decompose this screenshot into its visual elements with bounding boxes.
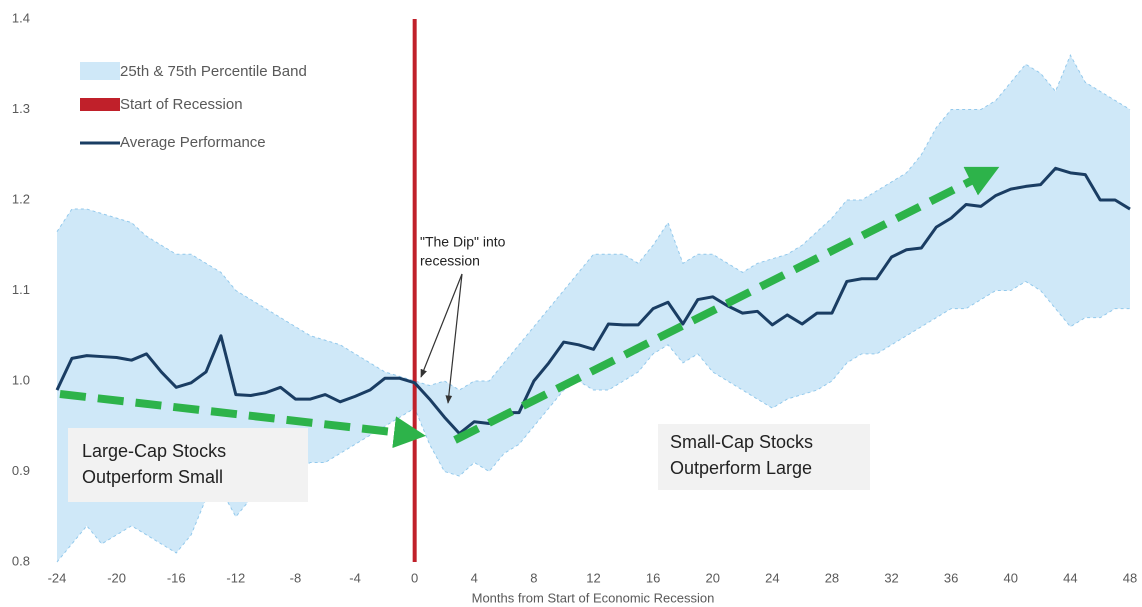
x-tick-label: 36 bbox=[944, 570, 958, 585]
x-tick-label: 44 bbox=[1063, 570, 1077, 585]
x-tick-label: 12 bbox=[586, 570, 600, 585]
y-tick-label: 0.9 bbox=[12, 463, 30, 478]
y-tick-label: 1.4 bbox=[12, 10, 30, 25]
legend-swatch bbox=[80, 98, 120, 111]
x-tick-label: -20 bbox=[107, 570, 126, 585]
legend: 25th & 75th Percentile Band Start of Rec… bbox=[80, 62, 307, 151]
x-tick-label: 24 bbox=[765, 570, 779, 585]
x-tick-label: -16 bbox=[167, 570, 186, 585]
annotation-text: Small-Cap Stocks bbox=[670, 432, 813, 452]
legend-label: Start of Recession bbox=[120, 96, 243, 113]
x-tick-label: 16 bbox=[646, 570, 660, 585]
x-tick-label: 8 bbox=[530, 570, 537, 585]
annotation-text: Outperform Small bbox=[82, 467, 223, 487]
band-edge bbox=[56, 54, 1131, 391]
x-tick-label: -12 bbox=[226, 570, 245, 585]
x-tick-label: 48 bbox=[1123, 570, 1137, 585]
trend-arrow bbox=[453, 166, 1000, 444]
annotation-arrow bbox=[445, 273, 463, 404]
x-tick-label: 40 bbox=[1004, 570, 1018, 585]
legend-swatch bbox=[80, 62, 120, 80]
annotation-text: Outperform Large bbox=[670, 458, 812, 478]
trend-arrow bbox=[59, 390, 426, 449]
band-edge bbox=[56, 280, 1130, 563]
line-series bbox=[55, 166, 1131, 435]
annotation-text: "The Dip" into bbox=[420, 234, 506, 250]
legend-label: Average Performance bbox=[120, 134, 266, 151]
x-tick-label: 20 bbox=[705, 570, 719, 585]
y-tick-label: 1.0 bbox=[12, 372, 30, 387]
x-tick-label: 32 bbox=[884, 570, 898, 585]
annotations: Large-Cap Stocks Outperform Small Small-… bbox=[59, 166, 1000, 502]
plot-area: 0.80.91.01.11.21.31.4-24 -20 -16 -12 -8 -4 0 4 8… bbox=[12, 10, 1137, 585]
y-tick-label: 1.3 bbox=[12, 101, 30, 116]
annotation-box bbox=[68, 428, 308, 502]
percentile-band bbox=[57, 55, 1130, 562]
annotation-text: Large-Cap Stocks bbox=[82, 441, 226, 461]
x-tick-label: 0 bbox=[411, 570, 418, 585]
x-tick-label: -8 bbox=[290, 570, 302, 585]
x-tick-label: 28 bbox=[825, 570, 839, 585]
y-tick-label: 1.1 bbox=[12, 282, 30, 297]
x-tick-label: 4 bbox=[471, 570, 478, 585]
legend-label: 25th & 75th Percentile Band bbox=[120, 63, 307, 80]
annotation-text: recession bbox=[420, 253, 480, 269]
x-tick-label: -24 bbox=[48, 570, 67, 585]
y-tick-label: 1.2 bbox=[12, 191, 30, 206]
x-tick-label: -4 bbox=[349, 570, 361, 585]
annotation-arrow bbox=[420, 273, 463, 378]
annotation-box bbox=[658, 424, 870, 490]
x-axis-title: Months from Start of Economic Recession bbox=[472, 590, 715, 605]
y-tick-label: 0.8 bbox=[12, 553, 30, 568]
